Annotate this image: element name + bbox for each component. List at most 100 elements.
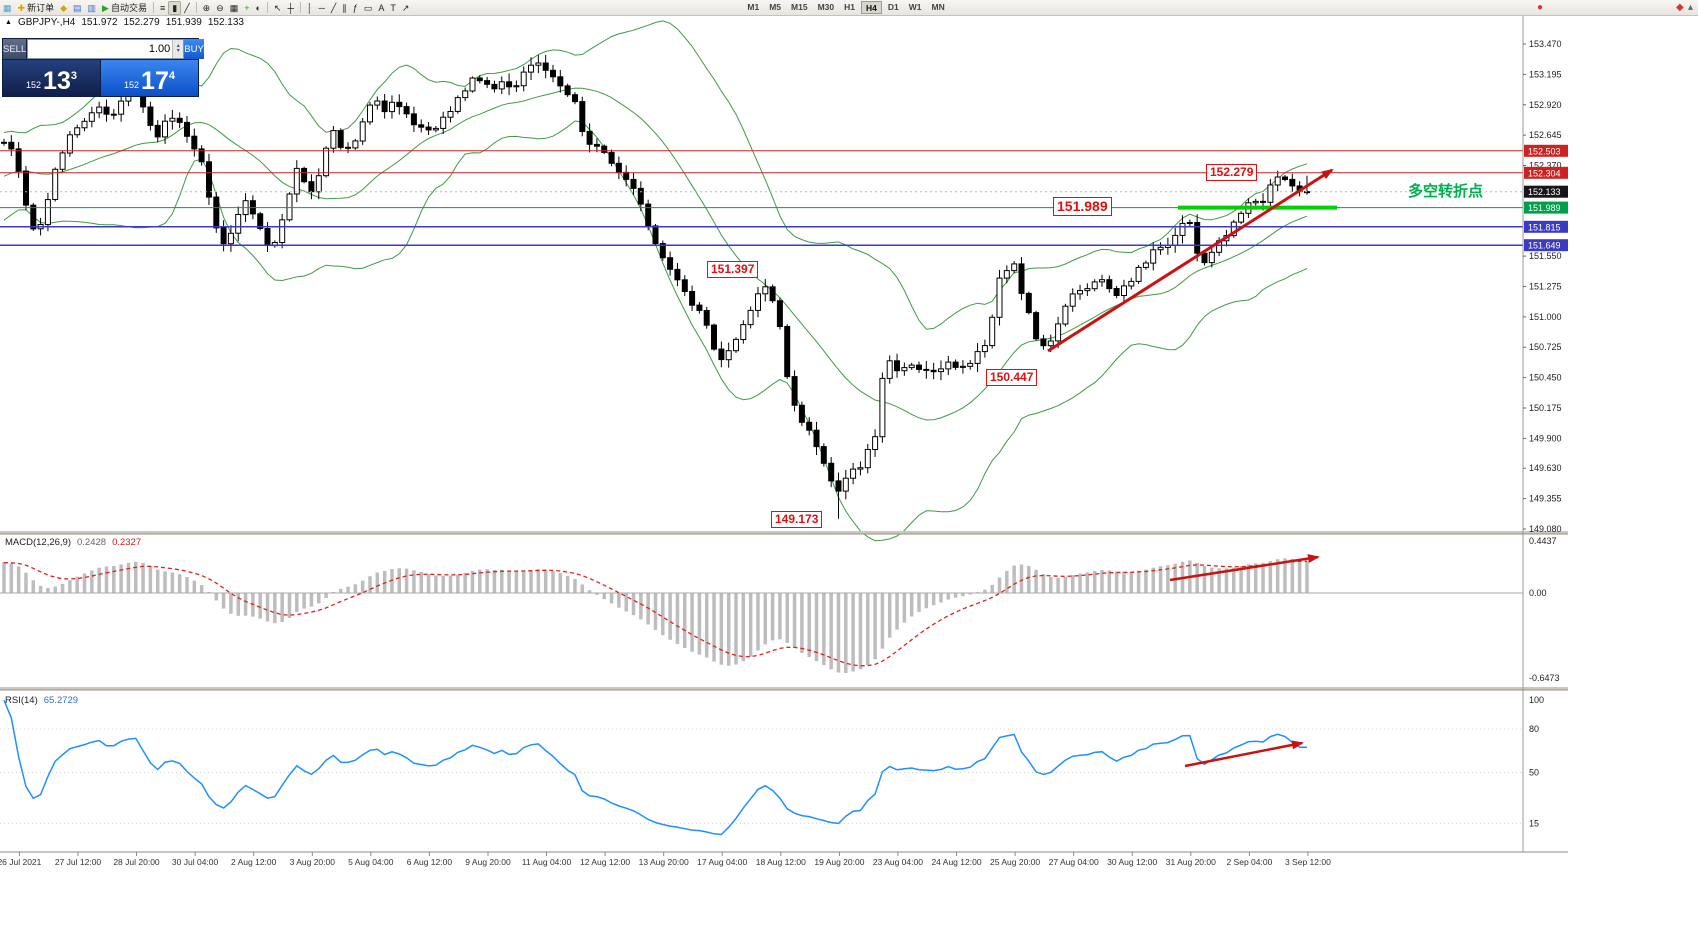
- buy-price-main: 17: [141, 67, 169, 95]
- rsi-indicator-label: RSI(14) 65.2729: [5, 695, 78, 706]
- vertical-line-button[interactable]: │: [304, 1, 316, 15]
- timeframe-button-d1[interactable]: D1: [887, 2, 899, 12]
- svg-text:11 Aug 04:00: 11 Aug 04:00: [522, 857, 572, 867]
- svg-text:0.4437: 0.4437: [1529, 536, 1557, 546]
- timeframe-button-m1[interactable]: M1: [747, 2, 760, 12]
- symbol-period-label: GBPJPY-,H4: [17, 17, 76, 28]
- rsi-name: RSI(14): [5, 695, 38, 706]
- svg-text:150.175: 150.175: [1529, 403, 1562, 413]
- svg-text:150.725: 150.725: [1529, 342, 1562, 352]
- svg-text:9 Aug 20:00: 9 Aug 20:00: [465, 857, 511, 867]
- svg-text:30 Aug 12:00: 30 Aug 12:00: [1107, 857, 1157, 867]
- fibonacci-button-icon: ƒ: [352, 2, 358, 13]
- svg-text:0.00: 0.00: [1529, 588, 1547, 598]
- rsi-layer: [0, 699, 1523, 836]
- svg-text:151.550: 151.550: [1529, 251, 1562, 261]
- svg-text:149.355: 149.355: [1529, 494, 1562, 504]
- community-red-icon[interactable]: ●: [1537, 2, 1544, 13]
- macd-signal-value: 0.2327: [112, 537, 142, 548]
- collapse-triangle-icon[interactable]: ▲: [5, 19, 12, 26]
- timeframe-button-h4[interactable]: H4: [860, 1, 882, 14]
- timeframe-button-m5[interactable]: M5: [769, 2, 782, 12]
- svg-text:152.133: 152.133: [1528, 187, 1561, 197]
- shapes-button-icon: ▭: [363, 2, 373, 13]
- timeframe-button-h1[interactable]: H1: [844, 2, 855, 12]
- svg-text:26 Jul 2021: 26 Jul 2021: [0, 857, 42, 867]
- auto-trading-button-icon: ▶: [102, 2, 109, 13]
- periods-button[interactable]: ◐: [252, 1, 263, 15]
- timeframe-button-mn[interactable]: MN: [931, 2, 945, 12]
- chart-quote-line: ▲ GBPJPY-,H4 151.972 152.279 151.939 152…: [5, 17, 244, 28]
- svg-text:23 Aug 04:00: 23 Aug 04:00: [873, 857, 923, 867]
- chart-profiles-button[interactable]: ◆: [57, 1, 70, 15]
- toolbar-group: ⊕ ⊖ ▦ + ◐: [200, 0, 264, 16]
- timeframe-toolbar: M1 M5 M15 M30 H1 H4 D1 W1 MN: [742, 1, 949, 14]
- new-chart-button-icon: ▦: [3, 2, 12, 13]
- trendline-button[interactable]: ╱: [328, 1, 339, 15]
- svg-text:5 Aug 04:00: 5 Aug 04:00: [348, 857, 394, 867]
- indicators-button[interactable]: +: [241, 1, 252, 15]
- timeframe-button-m30[interactable]: M30: [817, 2, 835, 12]
- volume-input[interactable]: [28, 40, 173, 58]
- svg-text:13 Aug 20:00: 13 Aug 20:00: [639, 857, 689, 867]
- svg-text:2 Aug 12:00: 2 Aug 12:00: [231, 857, 277, 867]
- candlestick-chart-button-icon: ▮: [172, 2, 178, 13]
- buy-price-display[interactable]: 152 17 4: [101, 60, 198, 96]
- auto-trading-button[interactable]: ▶ 自动交易: [99, 1, 150, 15]
- text-button[interactable]: A: [375, 1, 387, 15]
- new-order-button-label: 新订单: [27, 3, 55, 13]
- toolbar-group: ↖ ┼: [271, 0, 297, 16]
- periods-button-icon: ◐: [255, 2, 261, 13]
- zoom-out-button[interactable]: ⊖: [213, 1, 227, 15]
- rsi-value: 65.2729: [43, 695, 79, 706]
- channel-button[interactable]: ∥: [339, 1, 350, 15]
- macd-indicator-label: MACD(12,26,9) 0.2428 0.2327: [5, 537, 141, 548]
- horizontal-line-button-icon: ─: [318, 2, 325, 13]
- data-window-button[interactable]: ▥: [85, 1, 100, 15]
- spinner-up-icon[interactable]: ▴: [176, 43, 180, 49]
- svg-text:152.304: 152.304: [1528, 168, 1561, 178]
- sell-button[interactable]: SELL: [3, 39, 27, 59]
- svg-text:3 Aug 20:00: 3 Aug 20:00: [290, 857, 336, 867]
- chart-profiles-button-icon: ◆: [60, 2, 67, 13]
- timeframe-button-m15[interactable]: M15: [791, 2, 808, 12]
- svg-text:-0.6473: -0.6473: [1529, 673, 1560, 683]
- svg-text:100: 100: [1529, 695, 1544, 705]
- buy-price-handle: 152: [124, 80, 140, 90]
- volume-spinner[interactable]: ▴ ▾: [172, 40, 184, 58]
- tile-windows-button[interactable]: ▦: [227, 1, 242, 15]
- arrows-button[interactable]: ↗: [399, 1, 413, 15]
- trend-arrows-layer: [1047, 168, 1334, 768]
- pivot-note-text: 多空转折点: [1408, 183, 1484, 200]
- svg-text:152.370: 152.370: [1529, 161, 1562, 171]
- news-red-icon[interactable]: ◆: [1676, 2, 1684, 13]
- toolbar-overflow-icon[interactable]: ▴: [1688, 2, 1694, 13]
- svg-text:2 Sep 04:00: 2 Sep 04:00: [1226, 857, 1272, 867]
- cursor-button[interactable]: ↖: [271, 1, 285, 15]
- new-chart-button[interactable]: ▦: [0, 1, 15, 15]
- zoom-in-button[interactable]: ⊕: [200, 1, 214, 15]
- svg-text:151.000: 151.000: [1529, 312, 1562, 322]
- bar-chart-button[interactable]: ≡: [157, 1, 168, 15]
- label-button[interactable]: T: [387, 1, 399, 15]
- new-order-button[interactable]: ✚ 新订单: [15, 1, 58, 15]
- market-watch-button[interactable]: ▤: [70, 1, 85, 15]
- svg-text:151.275: 151.275: [1529, 282, 1562, 292]
- buy-button[interactable]: BUY: [184, 39, 204, 59]
- market-watch-button-icon: ▤: [73, 2, 82, 13]
- horizontal-line-button[interactable]: ─: [315, 1, 327, 15]
- candlestick-chart-button[interactable]: ▮: [168, 0, 182, 15]
- spinner-down-icon[interactable]: ▾: [176, 48, 180, 54]
- panel-dividers: [0, 531, 1568, 691]
- shapes-button[interactable]: ▭: [361, 1, 376, 15]
- price-chart-plot[interactable]: 153.470 153.195 152.920 152.645 152.370 151.5…: [0, 16, 1698, 943]
- crosshair-button[interactable]: ┼: [284, 1, 296, 15]
- line-chart-button[interactable]: ╱: [181, 1, 192, 15]
- toolbar-group: ▦ ✚ 新订单 ◆ ▤ ▥ ▶ 自动交易: [0, 0, 150, 16]
- data-window-button-icon: ▥: [87, 2, 97, 13]
- fibonacci-button[interactable]: ƒ: [350, 1, 361, 15]
- sell-price-display[interactable]: 152 13 3: [3, 60, 100, 96]
- svg-text:150.450: 150.450: [1529, 373, 1562, 383]
- timeframe-button-w1[interactable]: W1: [908, 2, 922, 12]
